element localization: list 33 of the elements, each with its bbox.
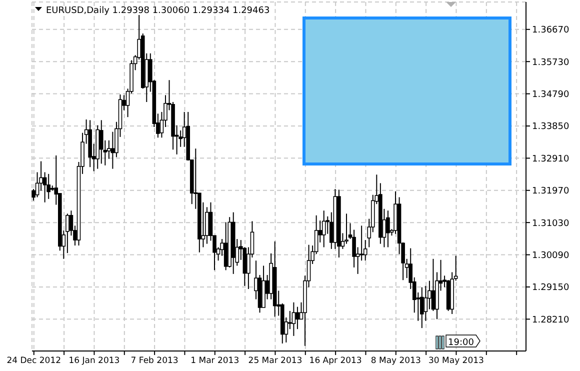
candlestick xyxy=(322,210,326,248)
x-tick-label: 16 Jan 2013 xyxy=(68,356,120,366)
candlestick xyxy=(224,222,228,271)
candlestick xyxy=(46,173,50,200)
y-tick-label: 1.31970 xyxy=(532,186,570,197)
y-tick-label: 1.36670 xyxy=(532,26,570,36)
candlestick xyxy=(99,120,104,164)
candlestick xyxy=(205,206,209,244)
candlestick xyxy=(296,306,300,330)
x-tick-label: 8 May 2013 xyxy=(370,356,421,366)
y-tick-label: 1.34790 xyxy=(532,90,570,100)
x-tick-label: 30 May 2013 xyxy=(428,356,484,366)
x-tick-label: 24 Dec 2012 xyxy=(6,356,62,366)
candlestick xyxy=(292,302,296,336)
text: EURUSD,Daily 1.29398 1.30060 1.29334 1.29463 xyxy=(46,6,270,16)
candlestick xyxy=(424,285,428,322)
y-tick-label: 1.29150 xyxy=(532,283,570,294)
candlestick xyxy=(431,258,436,312)
y-tick-label: 1.30090 xyxy=(532,250,570,261)
candlestick xyxy=(110,131,115,170)
y-tick-label: 1.31030 xyxy=(532,218,570,229)
y-tick-label: 1.28210 xyxy=(532,315,570,326)
x-tick-label: 16 Apr 2013 xyxy=(309,356,362,366)
x-tick-label: 25 Mar 2013 xyxy=(248,356,302,366)
x-tick-label: 7 Feb 2013 xyxy=(130,356,178,366)
candlestick xyxy=(420,286,424,329)
candlestick xyxy=(386,210,390,248)
y-tick-label: 1.32910 xyxy=(532,154,570,164)
annotation: 19:00 xyxy=(448,338,474,348)
x-tick-label: 1 Mar 2013 xyxy=(190,356,240,366)
y-tick-label: 1.35730 xyxy=(532,58,570,68)
candlestick xyxy=(360,225,364,262)
y-tick-label: 1.33850 xyxy=(532,122,570,132)
